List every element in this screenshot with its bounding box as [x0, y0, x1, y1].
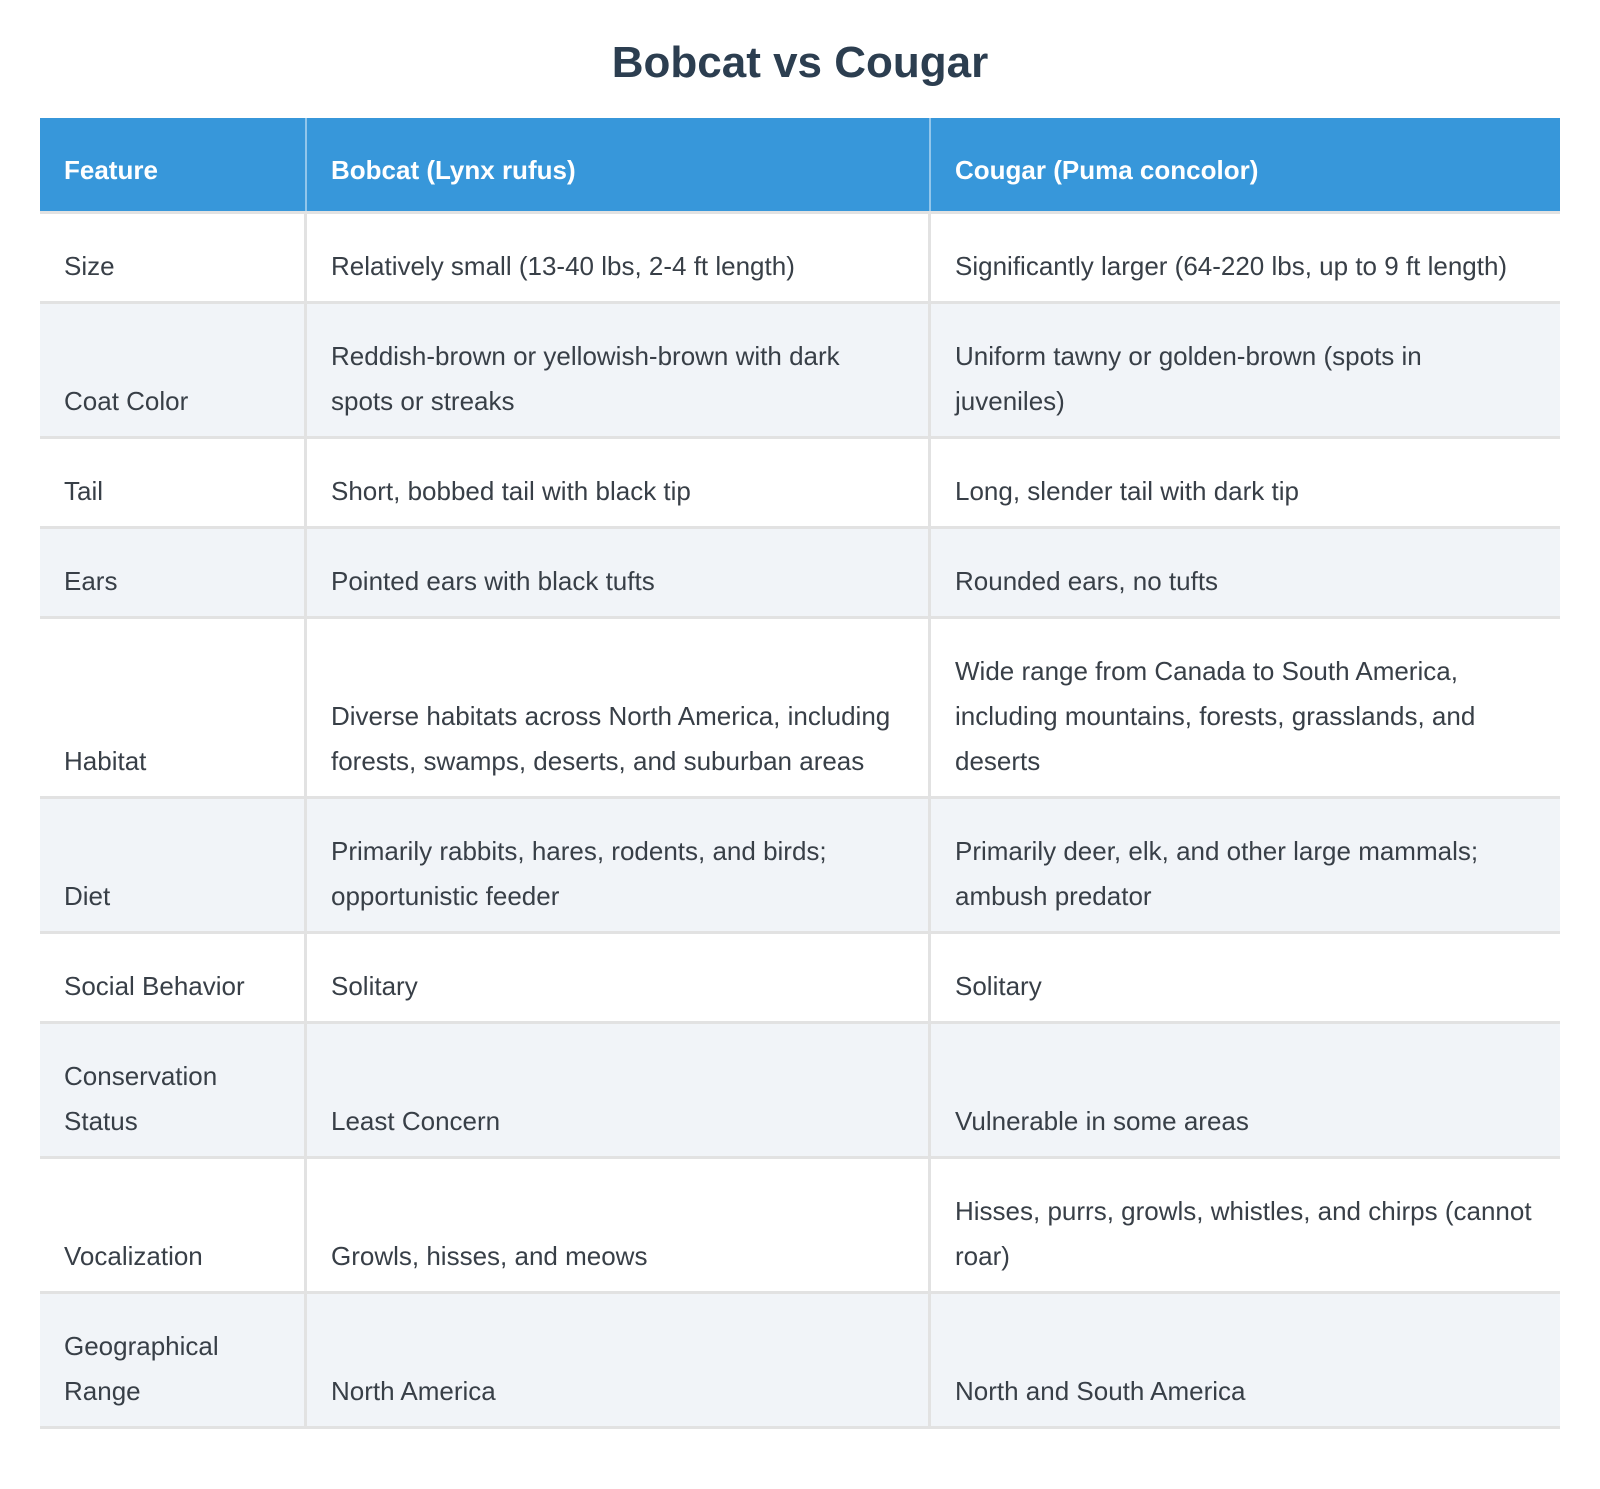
cougar-cell: Long, slender tail with dark tip — [931, 436, 1560, 526]
bobcat-cell: Least Concern — [307, 1021, 931, 1156]
header-row: Feature Bobcat (Lynx rufus) Cougar (Puma… — [40, 118, 1560, 211]
page-title: Bobcat vs Cougar — [611, 38, 989, 87]
table-row: Habitat Diverse habitats across North Am… — [40, 616, 1560, 796]
feature-cell: Conservation Status — [40, 1021, 307, 1156]
table-row: Vocalization Growls, hisses, and meows H… — [40, 1156, 1560, 1291]
table-row: Coat Color Reddish-brown or yellowish-br… — [40, 301, 1560, 436]
cougar-cell: Wide range from Canada to South America,… — [931, 616, 1560, 796]
cougar-cell: Hisses, purrs, growls, whistles, and chi… — [931, 1156, 1560, 1291]
feature-cell: Geographical Range — [40, 1291, 307, 1429]
table-header: Feature Bobcat (Lynx rufus) Cougar (Puma… — [40, 118, 1560, 211]
cougar-cell: Significantly larger (64-220 lbs, up to … — [931, 211, 1560, 301]
bobcat-cell: Reddish-brown or yellowish-brown with da… — [307, 301, 931, 436]
feature-cell: Diet — [40, 796, 307, 931]
bobcat-cell: Short, bobbed tail with black tip — [307, 436, 931, 526]
column-header-feature: Feature — [40, 118, 307, 211]
bobcat-cell: North America — [307, 1291, 931, 1429]
cougar-cell: Vulnerable in some areas — [931, 1021, 1560, 1156]
bobcat-cell: Solitary — [307, 931, 931, 1021]
cougar-cell: Primarily deer, elk, and other large mam… — [931, 796, 1560, 931]
comparison-table: Feature Bobcat (Lynx rufus) Cougar (Puma… — [40, 118, 1560, 1429]
feature-cell: Habitat — [40, 616, 307, 796]
bobcat-cell: Pointed ears with black tufts — [307, 526, 931, 616]
feature-cell: Social Behavior — [40, 931, 307, 1021]
bobcat-cell: Diverse habitats across North America, i… — [307, 616, 931, 796]
feature-cell: Vocalization — [40, 1156, 307, 1291]
feature-cell: Coat Color — [40, 301, 307, 436]
table-body: Size Relatively small (13-40 lbs, 2-4 ft… — [40, 211, 1560, 1429]
table-row: Geographical Range North America North a… — [40, 1291, 1560, 1429]
column-header-bobcat: Bobcat (Lynx rufus) — [307, 118, 931, 211]
cougar-cell: Uniform tawny or golden-brown (spots in … — [931, 301, 1560, 436]
table-row: Diet Primarily rabbits, hares, rodents, … — [40, 796, 1560, 931]
column-header-cougar: Cougar (Puma concolor) — [931, 118, 1560, 211]
feature-cell: Size — [40, 211, 307, 301]
bobcat-cell: Primarily rabbits, hares, rodents, and b… — [307, 796, 931, 931]
bobcat-cell: Growls, hisses, and meows — [307, 1156, 931, 1291]
cougar-cell: Solitary — [931, 931, 1560, 1021]
table-row: Tail Short, bobbed tail with black tip L… — [40, 436, 1560, 526]
bobcat-cell: Relatively small (13-40 lbs, 2-4 ft leng… — [307, 211, 931, 301]
table-row: Social Behavior Solitary Solitary — [40, 931, 1560, 1021]
cougar-cell: North and South America — [931, 1291, 1560, 1429]
table-row: Conservation Status Least Concern Vulner… — [40, 1021, 1560, 1156]
cougar-cell: Rounded ears, no tufts — [931, 526, 1560, 616]
feature-cell: Tail — [40, 436, 307, 526]
table-row: Ears Pointed ears with black tufts Round… — [40, 526, 1560, 616]
feature-cell: Ears — [40, 526, 307, 616]
table-row: Size Relatively small (13-40 lbs, 2-4 ft… — [40, 211, 1560, 301]
